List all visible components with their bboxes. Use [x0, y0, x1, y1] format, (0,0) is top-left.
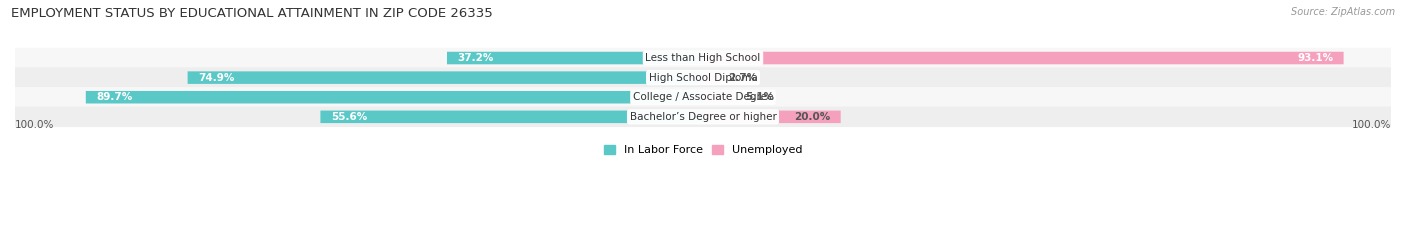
Text: 100.0%: 100.0% — [1351, 120, 1391, 130]
Text: Bachelor’s Degree or higher: Bachelor’s Degree or higher — [630, 112, 776, 122]
Legend: In Labor Force, Unemployed: In Labor Force, Unemployed — [599, 140, 807, 159]
FancyBboxPatch shape — [15, 107, 1391, 127]
FancyBboxPatch shape — [703, 52, 1344, 64]
FancyBboxPatch shape — [15, 87, 1391, 107]
Text: 74.9%: 74.9% — [198, 73, 235, 83]
Text: 100.0%: 100.0% — [15, 120, 55, 130]
FancyBboxPatch shape — [86, 91, 703, 103]
Text: 5.1%: 5.1% — [745, 92, 773, 102]
FancyBboxPatch shape — [703, 91, 738, 103]
Text: 20.0%: 20.0% — [794, 112, 831, 122]
FancyBboxPatch shape — [187, 71, 703, 84]
Text: Less than High School: Less than High School — [645, 53, 761, 63]
Text: 93.1%: 93.1% — [1298, 53, 1333, 63]
Text: 37.2%: 37.2% — [457, 53, 494, 63]
FancyBboxPatch shape — [447, 52, 703, 64]
Text: 89.7%: 89.7% — [96, 92, 132, 102]
Text: Source: ZipAtlas.com: Source: ZipAtlas.com — [1291, 7, 1395, 17]
FancyBboxPatch shape — [15, 67, 1391, 88]
Text: EMPLOYMENT STATUS BY EDUCATIONAL ATTAINMENT IN ZIP CODE 26335: EMPLOYMENT STATUS BY EDUCATIONAL ATTAINM… — [11, 7, 494, 20]
Text: 55.6%: 55.6% — [330, 112, 367, 122]
FancyBboxPatch shape — [703, 110, 841, 123]
Text: High School Diploma: High School Diploma — [648, 73, 758, 83]
Text: College / Associate Degree: College / Associate Degree — [633, 92, 773, 102]
Text: 2.7%: 2.7% — [728, 73, 758, 83]
FancyBboxPatch shape — [15, 48, 1391, 68]
FancyBboxPatch shape — [703, 71, 721, 84]
FancyBboxPatch shape — [321, 110, 703, 123]
